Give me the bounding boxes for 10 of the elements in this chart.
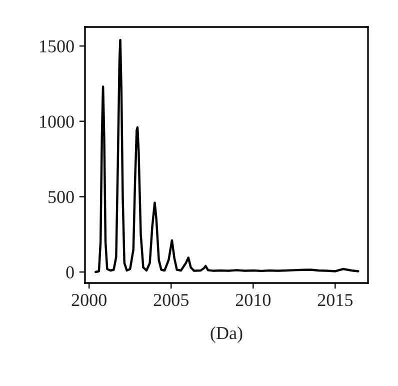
x-tick-label: 2010 — [236, 294, 271, 306]
x-tick-label: 2000 — [72, 294, 106, 306]
y-tick-label: 1500 — [40, 40, 74, 52]
y-tick-label: 500 — [48, 190, 74, 204]
x-axis-title: (Da) — [210, 326, 242, 343]
y-tick-label: 1000 — [40, 116, 74, 128]
line-series — [94, 38, 360, 274]
x-tick-label: 2005 — [154, 294, 188, 306]
x-tick-label: 2015 — [318, 294, 353, 306]
y-tick-label: 0 — [66, 266, 74, 278]
